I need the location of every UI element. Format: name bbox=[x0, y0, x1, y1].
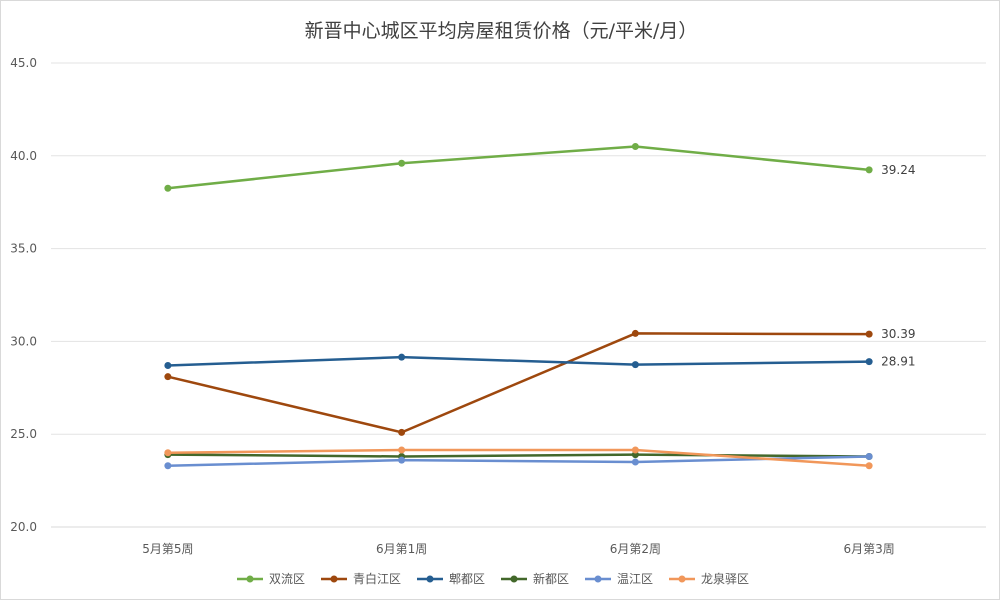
data-point bbox=[398, 446, 406, 454]
series-青白江区 bbox=[164, 329, 873, 436]
series-line bbox=[166, 448, 871, 468]
data-labels: 39.24 30.39 28.91 bbox=[881, 163, 915, 369]
data-point bbox=[164, 373, 172, 381]
x-tick-label: 6月第1周 bbox=[376, 542, 427, 556]
legend-swatch-marker bbox=[510, 575, 518, 583]
x-tick-label: 5月第5周 bbox=[142, 542, 193, 556]
legend-swatch-marker bbox=[330, 575, 338, 583]
y-tick-label: 45.0 bbox=[10, 56, 37, 70]
data-point bbox=[631, 361, 639, 369]
y-tick-label: 20.0 bbox=[10, 520, 37, 534]
data-point bbox=[164, 449, 172, 457]
legend-label: 温江区 bbox=[617, 572, 653, 586]
series-line bbox=[166, 355, 871, 367]
data-point bbox=[164, 362, 172, 370]
data-label: 28.91 bbox=[881, 355, 915, 369]
x-tick-label: 6月第2周 bbox=[610, 542, 661, 556]
data-point bbox=[865, 452, 873, 460]
data-point bbox=[398, 428, 406, 436]
legend-label: 双流区 bbox=[269, 572, 305, 586]
data-point bbox=[164, 184, 172, 192]
data-point bbox=[865, 330, 873, 338]
data-label: 30.39 bbox=[881, 327, 915, 341]
data-point bbox=[631, 329, 639, 337]
data-point bbox=[631, 143, 639, 151]
y-axis-ticks: 20.0 25.0 30.0 35.0 40.0 45.0 bbox=[10, 56, 37, 534]
chart-title: 新晋中心城区平均房屋租赁价格（元/平米/月） bbox=[305, 20, 698, 42]
data-point bbox=[865, 462, 873, 470]
data-point bbox=[631, 458, 639, 466]
legend-swatch-marker bbox=[678, 575, 686, 583]
data-point bbox=[164, 462, 172, 470]
legend-item: 青白江区 bbox=[321, 571, 401, 586]
data-point bbox=[398, 456, 406, 464]
data-point bbox=[398, 159, 406, 167]
data-point bbox=[865, 358, 873, 366]
series-郫都区 bbox=[164, 353, 873, 370]
legend-item: 双流区 bbox=[237, 572, 305, 586]
legend: 双流区 青白江区 郫都区 新都区 温江区 龙泉驿区 bbox=[237, 571, 749, 586]
y-tick-label: 25.0 bbox=[10, 427, 37, 441]
data-point bbox=[631, 446, 639, 454]
series-line bbox=[166, 332, 871, 434]
y-tick-label: 40.0 bbox=[10, 149, 37, 163]
x-tick-label: 6月第3周 bbox=[843, 542, 894, 556]
legend-label: 郫都区 bbox=[449, 571, 485, 586]
legend-label: 龙泉驿区 bbox=[701, 572, 749, 586]
series-line bbox=[166, 455, 871, 468]
data-point bbox=[865, 166, 873, 174]
x-axis-ticks: 5月第5周 6月第1周 6月第2周 6月第3周 bbox=[142, 542, 895, 556]
series-line bbox=[166, 453, 871, 458]
legend-item: 新都区 bbox=[501, 571, 569, 586]
legend-item: 温江区 bbox=[585, 572, 653, 586]
legend-swatch-marker bbox=[426, 575, 434, 583]
data-label: 39.24 bbox=[881, 163, 915, 177]
legend-label: 青白江区 bbox=[353, 571, 401, 586]
legend-item: 郫都区 bbox=[417, 571, 485, 586]
legend-label: 新都区 bbox=[533, 571, 569, 586]
series-温江区 bbox=[164, 452, 873, 470]
series-line bbox=[166, 145, 871, 190]
y-tick-label: 35.0 bbox=[10, 242, 37, 256]
legend-swatch-marker bbox=[594, 575, 602, 583]
legend-item: 龙泉驿区 bbox=[669, 572, 749, 586]
data-point bbox=[398, 353, 406, 361]
legend-swatch-marker bbox=[246, 575, 254, 583]
series-双流区 bbox=[164, 143, 873, 192]
series-龙泉驿区 bbox=[164, 446, 873, 470]
series-lines bbox=[164, 143, 873, 470]
y-tick-label: 30.0 bbox=[10, 334, 37, 348]
